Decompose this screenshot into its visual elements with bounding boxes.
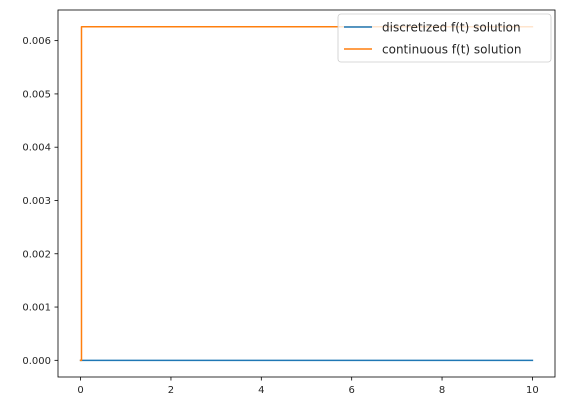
y-tick-label: 0.002	[22, 249, 51, 260]
y-tick-label: 0.000	[22, 356, 51, 367]
y-tick-label: 0.001	[22, 303, 51, 314]
legend-label-1: continuous f(t) solution	[382, 43, 521, 57]
axes-frame	[58, 10, 555, 377]
y-tick-label: 0.004	[22, 143, 51, 154]
y-tick-label: 0.006	[22, 36, 51, 47]
x-tick-label: 0	[77, 385, 83, 396]
x-tick-label: 4	[258, 385, 264, 396]
y-tick-label: 0.005	[22, 89, 51, 100]
x-tick-label: 10	[526, 385, 539, 396]
series-layer	[81, 27, 533, 361]
legend-label-0: discretized f(t) solution	[382, 21, 521, 35]
x-tick-label: 2	[168, 385, 174, 396]
y-tick-label: 0.003	[22, 196, 51, 207]
ticks-layer: 0 2 4 6 8 10 0.000 0.001 0.002 0.003 0.004 0.005 0.0…	[22, 36, 538, 396]
series-line-1	[81, 27, 533, 361]
x-tick-label: 8	[439, 385, 445, 396]
legend: discretized f(t) solution continuous f(t)…	[338, 14, 551, 62]
x-tick-label: 6	[348, 385, 354, 396]
